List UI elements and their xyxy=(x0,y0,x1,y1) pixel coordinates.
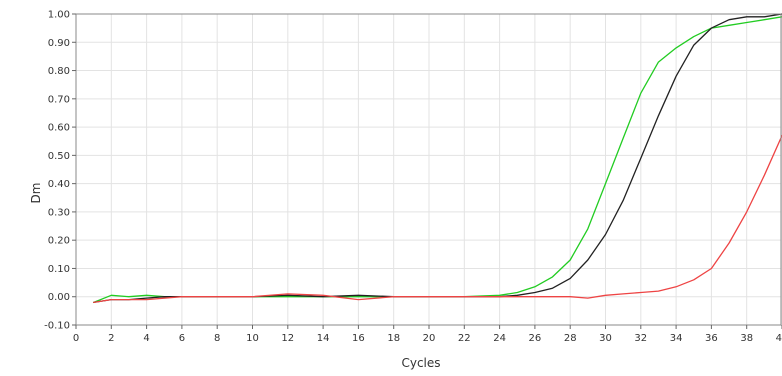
x-tick-label: 8 xyxy=(214,333,220,344)
x-tick-label: 32 xyxy=(634,333,647,344)
y-tick-label: 0.10 xyxy=(48,264,70,275)
x-tick-label: 14 xyxy=(317,333,330,344)
series-line-2 xyxy=(93,13,782,304)
y-tick-label: -0.10 xyxy=(44,321,70,332)
x-tick-label: 18 xyxy=(387,333,400,344)
series-line-3 xyxy=(93,134,782,304)
x-tick-label: 0 xyxy=(73,333,79,344)
y-tick-label: 0.50 xyxy=(48,151,70,162)
y-tick-label: 0.70 xyxy=(48,94,70,105)
y-tick-label: 0.80 xyxy=(48,66,70,77)
y-tick-label: 0.90 xyxy=(48,38,70,49)
series-line-1 xyxy=(93,16,782,304)
y-tick-label: 0.30 xyxy=(48,207,70,218)
x-tick-label: 16 xyxy=(352,333,365,344)
x-axis-label: Cycles xyxy=(401,356,440,370)
y-tick-label: 0.00 xyxy=(48,292,70,303)
x-tick-label: 22 xyxy=(458,333,471,344)
y-axis-label: Dm xyxy=(29,183,43,204)
x-tick-label: 30 xyxy=(599,333,612,344)
x-tick-label: 28 xyxy=(564,333,577,344)
x-tick-label: 2 xyxy=(108,333,114,344)
y-tick-label: 0.60 xyxy=(48,123,70,134)
x-tick-label: 38 xyxy=(740,333,753,344)
x-tick-label: 26 xyxy=(529,333,542,344)
x-tick-label: 40 xyxy=(776,333,782,344)
x-tick-label: 6 xyxy=(179,333,185,344)
y-tick-label: 1.00 xyxy=(48,10,70,21)
x-axis-ticks: 0246810121416182022242628303234363840 xyxy=(73,325,782,344)
x-tick-label: 4 xyxy=(143,333,149,344)
grid xyxy=(75,13,782,326)
x-tick-label: 12 xyxy=(281,333,294,344)
x-tick-label: 36 xyxy=(705,333,718,344)
x-tick-label: 24 xyxy=(493,333,506,344)
y-tick-label: 0.20 xyxy=(48,236,70,247)
x-tick-label: 20 xyxy=(423,333,436,344)
x-tick-label: 10 xyxy=(246,333,259,344)
x-tick-label: 34 xyxy=(670,333,683,344)
series-lines xyxy=(93,13,782,304)
y-axis-ticks: -0.10 0.00 0.10 0.20 0.30 0.40 0.50 0.60 0.70 0.8… xyxy=(44,10,76,332)
y-tick-label: 0.40 xyxy=(48,179,70,190)
